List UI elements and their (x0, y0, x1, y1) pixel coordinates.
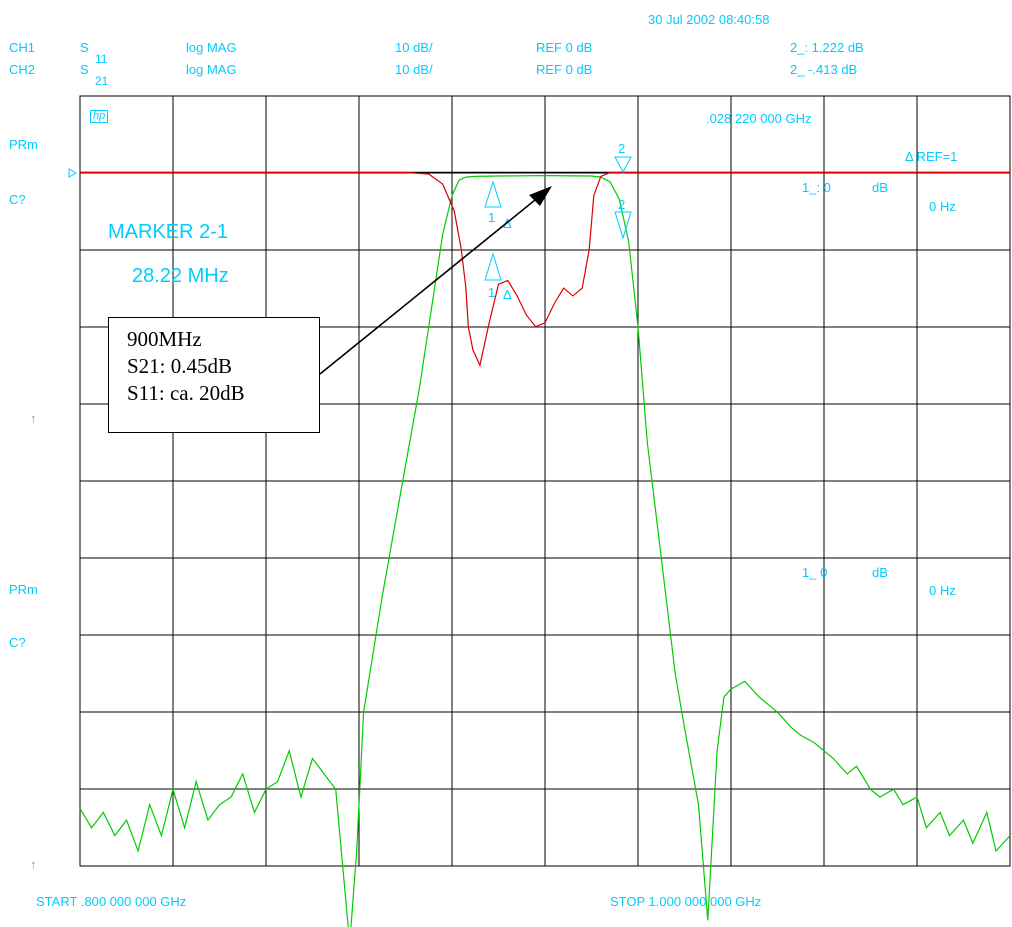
ch2-format: log MAG (186, 63, 237, 76)
start-frequency: START .800 000 000 GHz (36, 895, 186, 908)
marker1-hz-bottom: 0 Hz (929, 584, 956, 597)
prm-label-top: PRm (9, 138, 38, 151)
ch1-ref: REF 0 dB (536, 41, 592, 54)
marker1-readout-bottom: 1_ 0 (802, 566, 827, 579)
prm-label-bottom: PRm (9, 583, 38, 596)
c-label-top: C? (9, 193, 26, 206)
datetime: 30 Jul 2002 08:40:58 (648, 13, 769, 26)
ch2-param-sub: 21 (95, 74, 108, 88)
ch2-ref: REF 0 dB (536, 63, 592, 76)
marker-2-label-mid: 2 (618, 197, 625, 212)
marker-1-s11-triangle (485, 182, 501, 207)
scale-arrow-top: ↑ (30, 412, 37, 425)
marker1-readout-top: 1_: 0 (802, 181, 831, 194)
ref-marker-icon (69, 169, 76, 177)
ch1-marker-readout: 2_: 1.222 dB (790, 41, 864, 54)
marker-delta-value: 28.22 MHz (132, 266, 229, 286)
marker-2-label-top: 2 (618, 141, 625, 156)
marker1-hz-top: 0 Hz (929, 200, 956, 213)
marker-1-label-bottom: 1 (488, 285, 495, 300)
ch2-marker-readout: 2_ -.413 dB (790, 63, 857, 76)
ch2-param: S (80, 63, 89, 76)
ch1-label: CH1 (9, 41, 35, 54)
grid (80, 96, 1010, 866)
marker1-unit-bottom: dB (872, 566, 888, 579)
ch2-scale: 10 dB/ (395, 63, 433, 76)
note-s11: S11: ca. 20dB (127, 380, 319, 407)
marker-delta-title: MARKER 2-1 (108, 222, 228, 242)
annotation-arrow (320, 186, 552, 374)
marker-frequency: .028 220 000 GHz (706, 112, 812, 125)
marker-1-delta-top: Δ (503, 216, 512, 231)
ch1-param-sub: 11 (95, 52, 107, 66)
ch2-label: CH2 (9, 63, 35, 76)
note-s21: S21: 0.45dB (127, 353, 319, 380)
marker-2-s11-triangle (615, 157, 631, 172)
ch1-scale: 10 dB/ (395, 41, 433, 54)
note-frequency: 900MHz (127, 326, 319, 353)
ch1-param: S (80, 41, 89, 54)
marker-1-s21-triangle (485, 254, 501, 280)
marker-1-delta-bottom: Δ (503, 287, 512, 302)
scale-arrow-bottom: ↑ (30, 858, 37, 871)
marker-1-label-top: 1 (488, 210, 495, 225)
ch1-format: log MAG (186, 41, 237, 54)
delta-ref: Δ REF=1 (905, 150, 957, 163)
stop-frequency: STOP 1.000 000 000 GHz (610, 895, 761, 908)
annotation-box: 900MHz S21: 0.45dB S11: ca. 20dB (108, 317, 320, 433)
c-label-bottom: C? (9, 636, 26, 649)
marker1-unit-top: dB (872, 181, 888, 194)
hp-logo: hp (90, 110, 108, 123)
